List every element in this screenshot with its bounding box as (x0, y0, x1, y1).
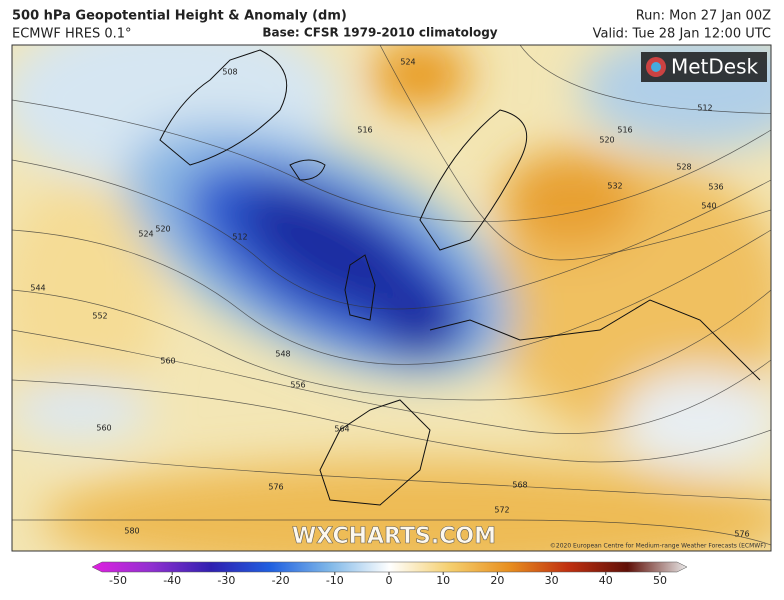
colorbar-tick-label: 0 (386, 574, 393, 587)
map-frame (11, 44, 772, 552)
logo-icon (651, 62, 661, 72)
contour-label: 552 (92, 312, 107, 321)
contour-label: 532 (607, 182, 622, 191)
colorbar-tick-label: -50 (109, 574, 127, 587)
colorbar-tick-label: -20 (272, 574, 290, 587)
colorbar-tick-label: -40 (163, 574, 181, 587)
copyright: ©2020 European Centre for Medium-range W… (550, 543, 766, 550)
model: ECMWF HRES 0.1° (12, 27, 132, 42)
contour-label: 560 (96, 424, 111, 433)
contour-label: 512 (697, 104, 712, 113)
contour-label: 564 (334, 425, 349, 434)
contour-label: 548 (275, 350, 290, 359)
colorbar-tick-label: 30 (545, 574, 559, 587)
contour-label: 572 (494, 506, 509, 515)
contour-label: 520 (155, 225, 170, 234)
contour-label: 576 (734, 530, 749, 539)
contour-label: 536 (708, 183, 723, 192)
contour-label: 580 (124, 527, 139, 536)
contour-label: 576 (268, 483, 283, 492)
contour-label: 508 (222, 68, 237, 77)
contour-label: 544 (30, 284, 45, 293)
map (12, 45, 771, 551)
colorbar-tick-label: -30 (217, 574, 235, 587)
colorbar-tick-label: -10 (326, 574, 344, 587)
watermark: WXCHARTS.COM (292, 524, 496, 549)
contour-label: 556 (290, 381, 305, 390)
colorbar-tick-label: 40 (599, 574, 613, 587)
valid: Valid: Tue 28 Jan 12:00 UTC (593, 27, 771, 42)
logo: MetDesk (671, 55, 759, 79)
contour-label: 540 (701, 202, 716, 211)
colorbar (91, 561, 688, 573)
title: 500 hPa Geopotential Height & Anomaly (d… (12, 9, 347, 24)
base: Base: CFSR 1979-2010 climatology (262, 26, 497, 40)
contour-label: 560 (160, 357, 175, 366)
contour-label: 524 (138, 230, 153, 239)
contour-label: 516 (617, 126, 632, 135)
contour-label: 512 (232, 233, 247, 242)
colorbar-tick-label: 10 (436, 574, 450, 587)
contour-label: 520 (599, 136, 614, 145)
contour-label: 568 (512, 481, 527, 490)
colorbar-tick-label: 20 (490, 574, 504, 587)
contour-label: 528 (676, 163, 691, 172)
colorbar-tick-label: 50 (653, 574, 667, 587)
contour-label: 524 (400, 58, 415, 67)
run: Run: Mon 27 Jan 00Z (636, 9, 771, 24)
contour-label: 516 (357, 126, 372, 135)
